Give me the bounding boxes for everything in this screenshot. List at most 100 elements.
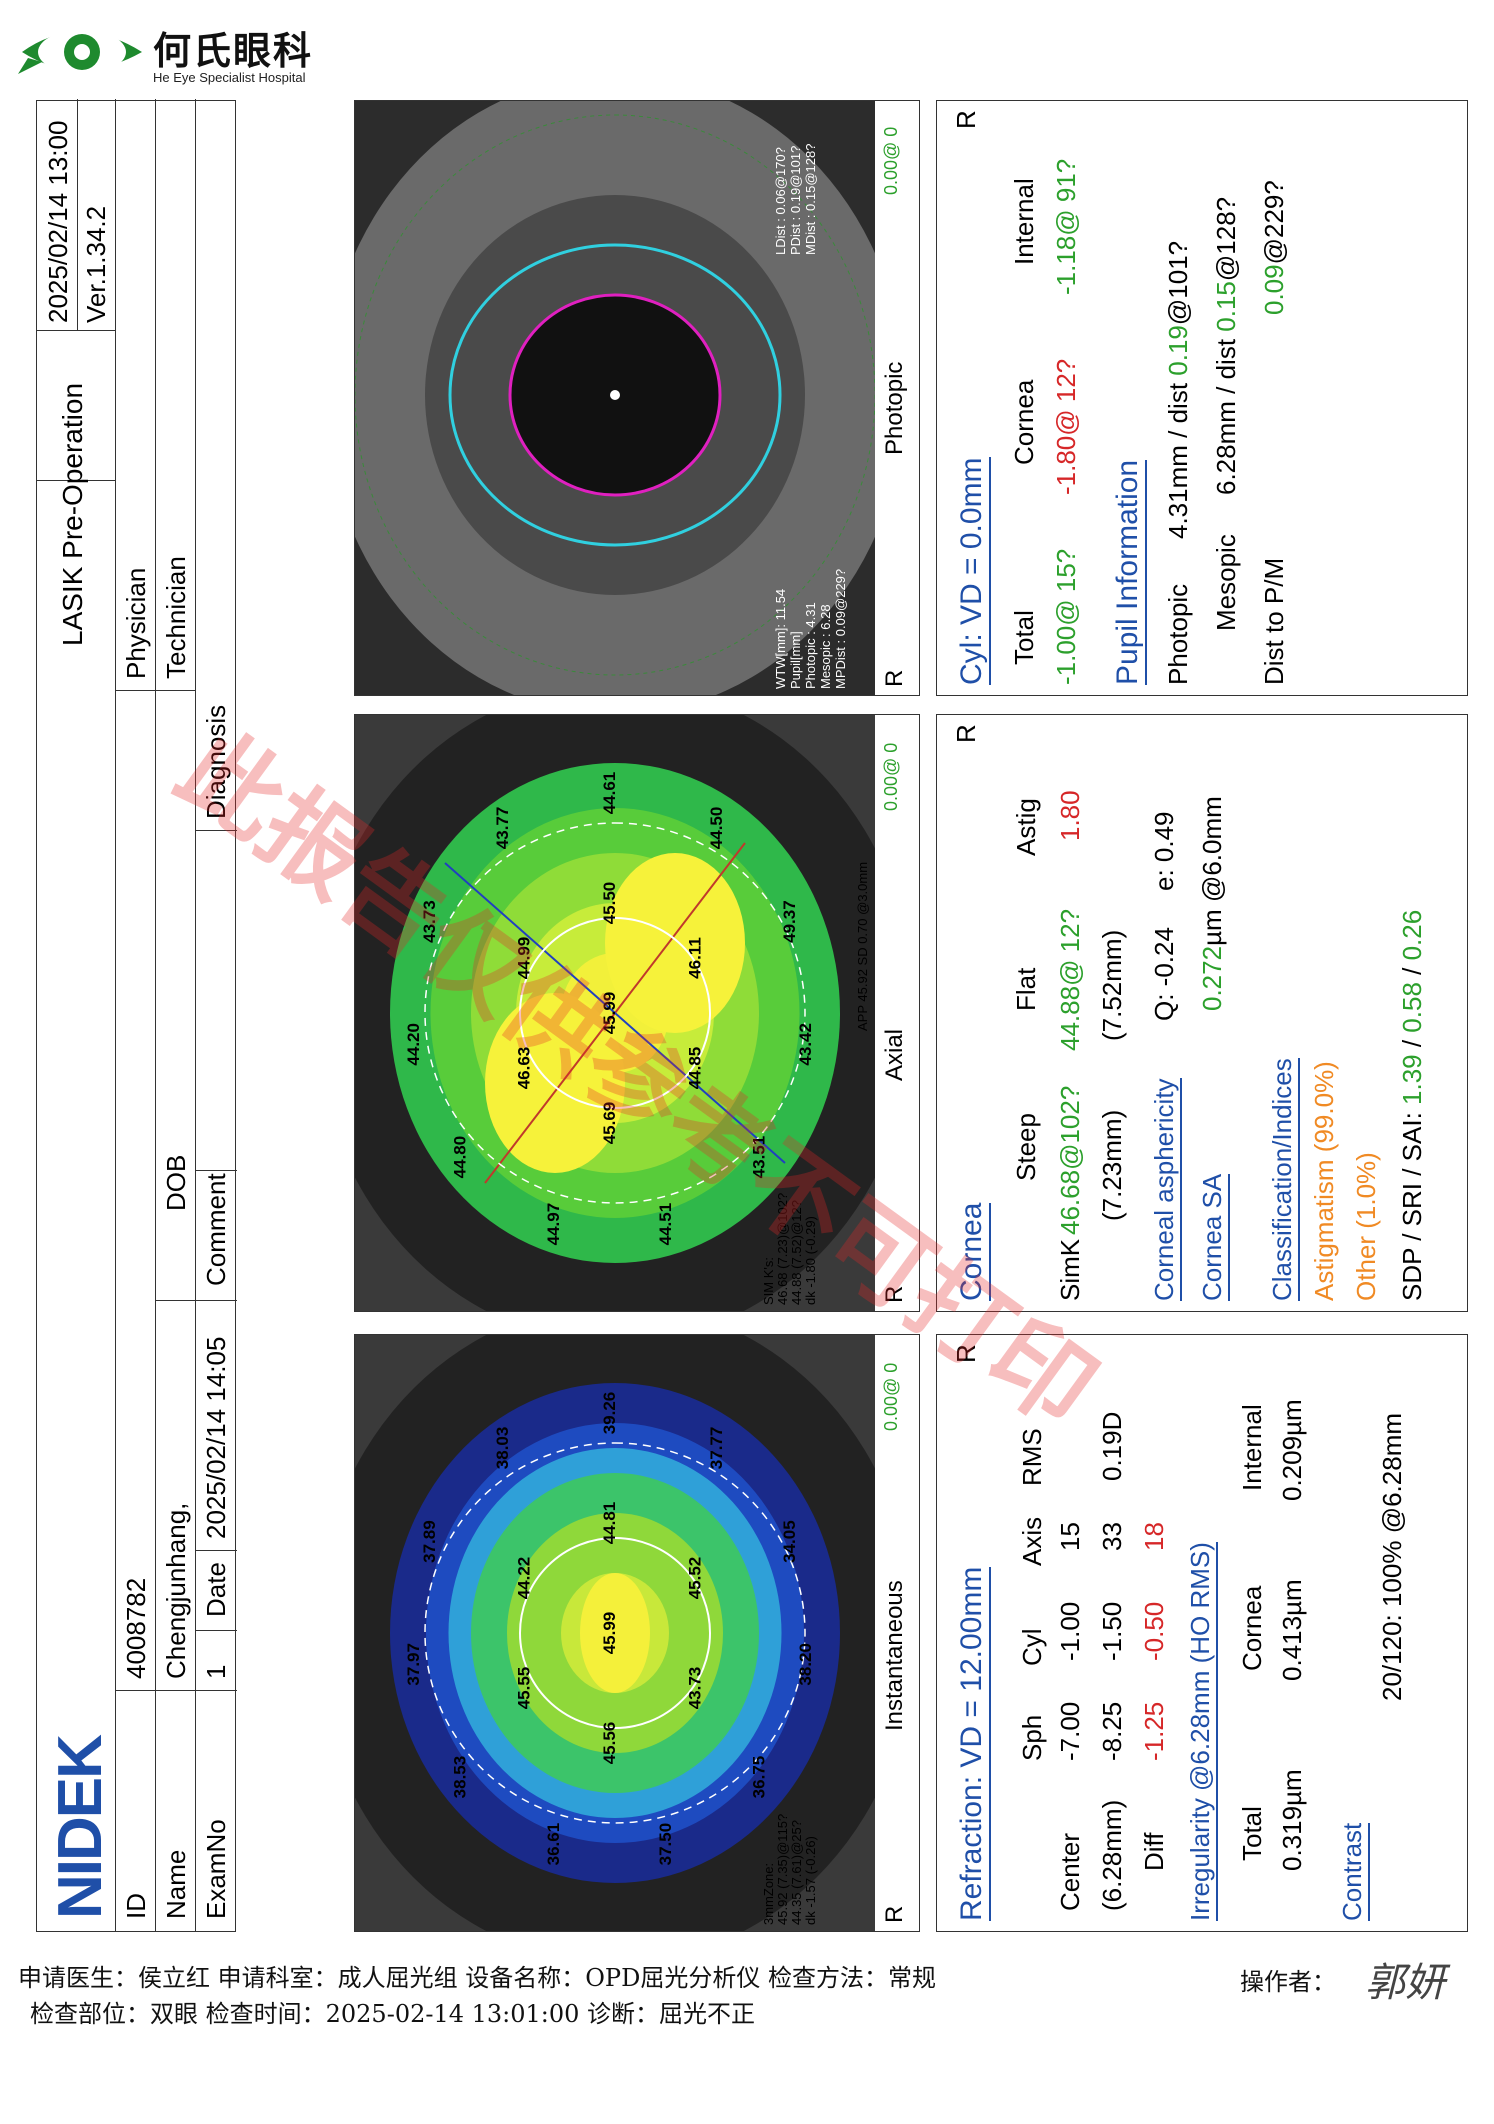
technician-label: Technician [161, 556, 191, 679]
topo-value-label: 44.51 [656, 1203, 675, 1246]
axial-panel: 44.61 44.50 49.37 43.42 43.51 44.51 44.97 44.80… [354, 714, 920, 1312]
header-band: NIDEK ID 4008782 Name Chengjunhang, Exam… [36, 99, 237, 1932]
photopic-eye: R [881, 669, 908, 687]
contrast-value: 20/120: 100% @6.28mm [1377, 1412, 1407, 1701]
axial-app: APP 45.92 SD 0.70 @3.0mm [855, 861, 870, 1031]
limbus-ring [448, 243, 782, 547]
map-annotation-line: 3mmZone: [761, 1863, 776, 1925]
report-sheet: NIDEK ID 4008782 Name Chengjunhang, Exam… [36, 99, 1468, 1932]
refraction-col-cyl: Cyl [1017, 1628, 1047, 1666]
date-value: 2025/02/14 14:05 [201, 1336, 231, 1539]
topo-value-label: 44.22 [514, 1557, 533, 1600]
map-annotation-line: 46.68 (7.23)@102? [775, 1193, 790, 1305]
topo-value-label: 34.05 [780, 1520, 799, 1563]
steep-mm: (7.23mm) [1097, 1109, 1127, 1221]
cyl-col-total: Total [1009, 610, 1039, 665]
topo-value-label: 45.99 [600, 992, 619, 1035]
wtw-ring [355, 114, 875, 676]
sri-value: 0.58 [1397, 982, 1427, 1033]
photopic-image: WTW[mm]: 11.54 Pupil[mm] Photopic : 4.31 Me… [355, 101, 875, 695]
photopic-stat-left: Pupil[mm] [788, 631, 803, 689]
refraction-cyl-2: -1.50 [1097, 1601, 1127, 1661]
center-label: Center [1055, 1832, 1085, 1911]
photopic-stat-left: WTW[mm]: 11.54 [773, 589, 788, 689]
zone-circle-dashed [424, 822, 806, 1204]
cornea-eye: R [951, 724, 981, 743]
nidek-brand: NIDEK [46, 1736, 115, 1919]
instantaneous-title: Instantaneous [881, 1580, 908, 1731]
topo-peak-1 [485, 993, 625, 1173]
photopic-mm: 4.31mm / dist [1163, 375, 1193, 539]
topo-value-label: 37.50 [656, 1823, 675, 1866]
flat-axis-line [444, 862, 786, 1164]
classification-title: Classification/Indices [1267, 1058, 1300, 1301]
irr-col-internal: Internal [1237, 1404, 1267, 1491]
cyl-total-value: -1.00@ 15? [1051, 548, 1081, 685]
cornea-sa-unit: µm @6.0mm [1197, 796, 1227, 946]
axial-map: 44.61 44.50 49.37 43.42 43.51 44.51 44.97 44.80… [355, 715, 875, 1311]
hospital-name-cn: 何氏眼科 [153, 29, 314, 73]
map-annotation-line: 45.92 (7.35)@115? [775, 1814, 790, 1925]
irr-internal: 0.209µm [1277, 1399, 1307, 1501]
topo-value-label: 43.42 [796, 1023, 815, 1066]
simk-astig: 1.80 [1055, 790, 1085, 841]
topo-value-label: 49.37 [780, 900, 799, 943]
map-annotation-line: 44.88 (7.52)@12? [789, 1200, 804, 1305]
topo-value-label: 43.73 [420, 900, 439, 943]
cyl-cornea-value: -1.80@ 12? [1051, 358, 1081, 495]
cornea-col-flat: Flat [1011, 967, 1041, 1011]
mesopic-mm: 6.28mm / dist [1211, 331, 1241, 495]
examno-label: ExamNo [201, 1819, 231, 1919]
zone-circle [519, 1537, 711, 1729]
axial-title: Axial [881, 1028, 908, 1081]
photopic-stat-left: Photopic : 4.31 [803, 602, 818, 689]
refraction-sph-2: -8.25 [1097, 1701, 1127, 1761]
topo-value-label: 44.61 [600, 772, 619, 815]
dob-label: DOB [161, 1154, 191, 1211]
examno-value: 1 [201, 1664, 231, 1679]
topo-value-label: 44.81 [600, 1502, 619, 1545]
topo-value-label: 46.11 [686, 937, 705, 979]
report-title: LASIK Pre-Operation [57, 382, 88, 646]
hospital-logo: 何氏眼科 He Eye Specialist Hospital [18, 18, 318, 85]
photopic-angle: @101? [1163, 240, 1193, 326]
refraction-axis-1: 15 [1055, 1522, 1085, 1551]
topo-value-label: 45.56 [600, 1722, 619, 1765]
topo-value-label: 44.97 [544, 1203, 563, 1246]
photopic-stat-left: Mesopic : 6.28 [818, 604, 833, 689]
topo-value-label: 44.20 [404, 1023, 423, 1066]
simk-flat: 44.88@ 12? [1055, 908, 1085, 1051]
topo-value-label: 45.52 [686, 1557, 705, 1600]
diff-label: Diff [1139, 1832, 1169, 1871]
id-label: ID [121, 1893, 151, 1919]
comment-label: Comment [201, 1173, 231, 1286]
map-annotation-line: dk -1.80 (-0.29) [803, 1216, 818, 1305]
cornea-col-steep: Steep [1011, 1113, 1041, 1181]
irr-col-cornea: Cornea [1237, 1585, 1267, 1671]
refraction-col-axis: Axis [1017, 1516, 1047, 1566]
cyl-eye: R [951, 110, 981, 129]
photopic-dist: 0.19 [1163, 325, 1193, 376]
mesopic-info: 6.28mm / dist 0.15@128? [1211, 197, 1242, 495]
cyl-col-internal: Internal [1009, 178, 1039, 265]
topo-value-label: 45.99 [600, 1612, 619, 1655]
zone-circle [519, 917, 711, 1109]
sai-value: 0.26 [1397, 909, 1427, 961]
pupil-info-title: Pupil Information [1111, 459, 1147, 685]
dist-value: 0.09 [1259, 264, 1289, 315]
photopic-label: Photopic [1163, 583, 1193, 685]
eye-logo-icon [18, 30, 142, 74]
topo-value-label: 37.97 [404, 1643, 423, 1686]
instantaneous-map: 39.26 37.77 34.05 38.20 36.75 37.50 36.61 38.53… [355, 1335, 875, 1931]
cyl-col-cornea: Cornea [1009, 379, 1039, 465]
software-version: Ver.1.34.2 [81, 205, 111, 323]
topo-value-label: 36.75 [750, 1756, 769, 1799]
center-sub: (6.28mm) [1097, 1799, 1127, 1911]
footer-line-2: 检查部位：双眼 检查时间：2025-02-14 13:01:00 诊断：屈光不正 [30, 2000, 756, 2028]
instantaneous-panel: 39.26 37.77 34.05 38.20 36.75 37.50 36.61 38.53… [354, 1334, 920, 1932]
cornea-col-astig: Astig [1011, 798, 1041, 856]
other-class: Other (1.0%) [1351, 1152, 1381, 1301]
dist-info: 0.09@229? [1259, 180, 1290, 315]
operator-label: 操作者： [1240, 1968, 1336, 1996]
cornea-panel: Cornea R Steep Flat Astig SimK 46.68@102… [936, 714, 1468, 1312]
